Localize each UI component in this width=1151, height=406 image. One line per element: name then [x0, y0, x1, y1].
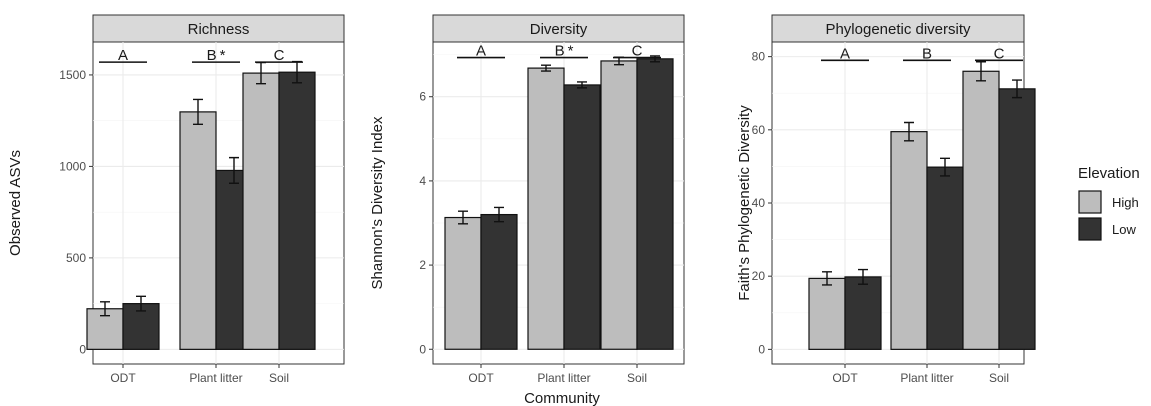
bar-high-plant-litter: [527, 67, 565, 350]
y-tick-label: 0: [758, 342, 765, 356]
error-bar-low-odt: [858, 268, 868, 285]
bar-low-plant-litter: [926, 166, 964, 350]
error-bar-high-plant-litter: [904, 121, 914, 142]
y-tick-label: 40: [752, 196, 766, 210]
bar-high-soil: [962, 70, 1000, 350]
error-bar-low-odt: [136, 295, 146, 312]
error-bar-low-plant-litter: [229, 156, 239, 184]
y-tick-label: 80: [752, 50, 766, 64]
bar-low-odt: [844, 276, 882, 350]
significance-label: A: [118, 47, 128, 64]
significance-label: B *: [207, 47, 226, 64]
legend-label-low: Low: [1112, 222, 1136, 237]
shared-x-axis-title: Community: [524, 390, 600, 406]
panel-1: Richness 0 500 1000 1500 ODT Plant litter Soil A…: [7, 14, 345, 385]
bar-high-soil: [242, 72, 280, 350]
significance-label: C: [632, 43, 643, 60]
legend-title: Elevation: [1078, 165, 1140, 182]
significance-label: C: [994, 45, 1005, 62]
y-tick-label: 2: [419, 258, 426, 272]
panel-2: Diversity 0 2 4 6 ODT Plant litter Soil A B * C Sha…: [369, 14, 685, 385]
x-tick-label: ODT: [110, 371, 136, 385]
bar-high-odt: [444, 216, 482, 350]
panel-strip: [432, 14, 685, 43]
x-tick-label: Plant litter: [537, 371, 590, 385]
panel-3: Phylogenetic diversity 0 20 40 60 80 ODT Plant …: [736, 14, 1036, 385]
legend-key-low: [1078, 217, 1102, 241]
panel-title: Diversity: [530, 21, 588, 38]
significance-label: A: [476, 43, 486, 60]
error-bar-high-odt: [100, 301, 110, 317]
bar-low-soil: [636, 58, 674, 350]
y-axis-title: Faith's Phylogenetic Diversity: [736, 105, 753, 301]
bar-low-soil: [998, 88, 1036, 350]
error-bar-low-odt: [494, 206, 504, 223]
panel-strip: [771, 14, 1025, 43]
error-bar-low-plant-litter: [577, 81, 587, 89]
x-tick-label: Soil: [269, 371, 289, 385]
x-tick-label: ODT: [468, 371, 494, 385]
error-bar-high-plant-litter: [193, 98, 203, 126]
y-tick-label: 1000: [59, 159, 86, 173]
y-axis-title: Shannon's Diversity Index: [369, 116, 386, 289]
legend: Elevation High Low: [1078, 165, 1140, 241]
y-tick-label: 60: [752, 123, 766, 137]
y-tick-label: 20: [752, 269, 766, 283]
bar-high-soil: [600, 60, 638, 350]
legend-key-high: [1078, 190, 1102, 214]
bar-high-plant-litter: [890, 131, 928, 350]
error-bar-high-plant-litter: [541, 64, 551, 72]
significance-label: B: [922, 45, 932, 62]
y-tick-label: 6: [419, 90, 426, 104]
error-bar-low-plant-litter: [940, 157, 950, 177]
bar-high-plant-litter: [179, 111, 217, 350]
panels: Richness 0 500 1000 1500 ODT Plant litter Soil A…: [7, 14, 1036, 385]
significance-label: C: [274, 47, 285, 64]
panel-strip: [92, 14, 345, 43]
bar-low-soil: [278, 71, 316, 350]
panel-title: Phylogenetic diversity: [825, 21, 971, 38]
bar-low-odt: [480, 213, 518, 350]
bar-low-plant-litter: [563, 84, 601, 350]
y-tick-label: 4: [419, 174, 426, 188]
x-tick-label: ODT: [832, 371, 858, 385]
error-bar-high-soil: [976, 61, 986, 82]
error-bar-high-odt: [822, 271, 832, 286]
y-tick-label: 0: [79, 342, 86, 356]
panel-title: Richness: [188, 21, 250, 38]
y-tick-label: 500: [66, 251, 86, 265]
bar-high-odt: [808, 277, 846, 350]
x-tick-label: Soil: [627, 371, 647, 385]
significance-label: A: [840, 45, 850, 62]
y-tick-label: 0: [419, 342, 426, 356]
y-tick-label: 1500: [59, 68, 86, 82]
x-tick-label: Soil: [989, 371, 1009, 385]
legend-label-high: High: [1112, 195, 1139, 210]
y-axis-title: Observed ASVs: [7, 150, 24, 256]
x-tick-label: Plant litter: [900, 371, 953, 385]
error-bar-high-odt: [458, 210, 468, 225]
x-tick-label: Plant litter: [189, 371, 242, 385]
significance-label: B *: [555, 43, 574, 60]
error-bar-low-soil: [1012, 79, 1022, 99]
